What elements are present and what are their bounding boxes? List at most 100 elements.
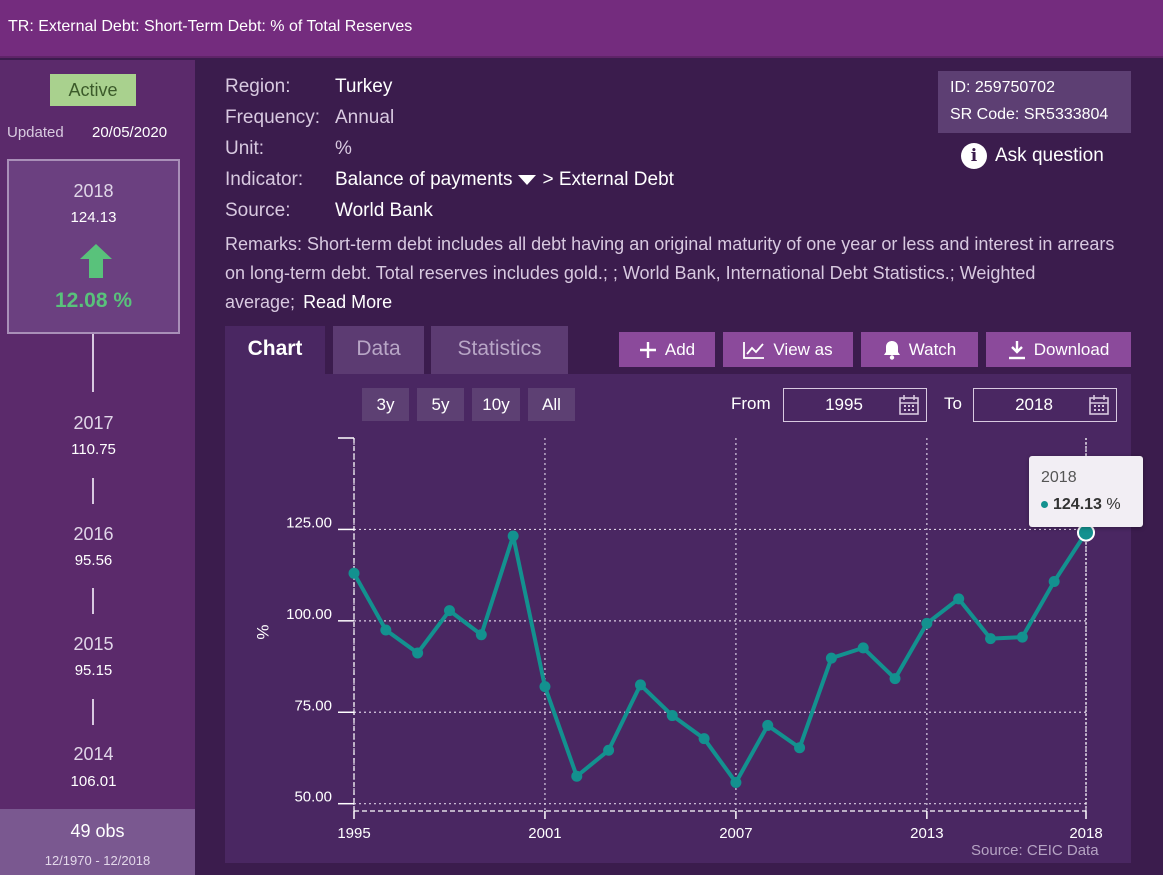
status-badge: Active [50,74,136,106]
source-note: Source: CEIC Data [971,842,1099,859]
indicator-primary[interactable]: Balance of payments [335,169,513,190]
from-label: From [731,394,771,413]
timeline-year[interactable]: 2017 [73,413,114,433]
y-tick-label: 75.00 [294,697,332,714]
download-button-label: Download [1033,339,1110,359]
data-point [953,593,965,605]
data-point [857,642,869,654]
region-value: Turkey [335,76,393,97]
y-tick-label: 100.00 [286,606,332,623]
timeline-year[interactable]: 2015 [73,634,114,654]
sr-code: SR Code: SR5333804 [950,106,1109,123]
unit-value: % [335,138,352,159]
x-tick-label: 2001 [528,825,561,842]
download-button[interactable]: Download [986,332,1131,367]
data-point [1048,576,1060,588]
data-point [380,624,392,636]
y-axis-label: % [253,624,272,639]
calendar-icon[interactable] [899,395,919,415]
watch-button-label: Watch [908,339,957,359]
data-point [825,652,837,664]
calendar-icon[interactable] [1089,395,1109,415]
observations-summary: 49 obs 12/1970 - 12/2018 [0,809,195,875]
tab-chart[interactable]: Chart [225,326,325,374]
add-button-label: Add [664,339,696,359]
x-tick-label: 2018 [1069,825,1102,842]
frequency-label: Frequency: [225,107,321,128]
to-date-value: 2018 [1015,395,1053,414]
from-date-input[interactable]: 1995 [783,388,927,422]
from-date-value: 1995 [825,395,863,414]
id-box: ID: 259750702 SR Code: SR5333804 [938,71,1131,133]
source-value: World Bank [335,200,433,221]
range-all-button[interactable]: All [528,388,575,421]
tab-data[interactable]: Data [333,326,424,374]
data-point [698,733,710,745]
to-label: To [944,394,962,413]
timeline-value: 95.15 [74,662,113,679]
timeline-year[interactable]: 2014 [73,744,114,764]
data-point [348,567,360,579]
latest-year: 2018 [73,181,114,201]
data-point [507,530,519,542]
tab-statistics[interactable]: Statistics [431,326,568,374]
to-date-input[interactable]: 2018 [973,388,1117,422]
data-point [634,679,646,691]
y-tick-label: 125.00 [286,514,332,531]
ask-question-button[interactable]: i Ask question [961,142,1104,170]
download-icon [1008,340,1025,359]
data-point [412,647,424,659]
caret-down-icon[interactable] [518,174,537,185]
data-point [443,605,455,617]
x-tick-label: 2007 [719,825,752,842]
updated-date: 20/05/2020 [92,124,168,141]
indicator-secondary[interactable]: > External Debt [542,169,674,190]
obs-range: 12/1970 - 12/2018 [44,853,151,868]
line-chart-icon [743,341,765,359]
range-5y-button[interactable]: 5y [417,388,464,421]
data-point [985,633,997,645]
series-id: ID: 259750702 [950,79,1055,96]
info-icon: i [961,143,987,169]
unit-label: Unit: [225,138,265,159]
x-tick-label: 1995 [337,825,370,842]
data-point-highlighted [1077,523,1095,542]
chart-tooltip: 2018 124.13 % [1029,456,1143,527]
tooltip-number: 124.13 [1053,496,1102,513]
timeline-year[interactable]: 2016 [73,524,114,544]
latest-value: 124.13 [70,209,117,226]
range-3y-button[interactable]: 3y [362,388,409,421]
line-chart[interactable]: 1995 2001 2007 2013 2018 50.00 75.00 100.00 125.… [225,374,1131,863]
series-title: TR: External Debt: Short-Term Debt: % of… [8,18,413,35]
source-label: Source: [225,200,291,221]
range-10y-button[interactable]: 10y [472,388,520,421]
watch-button[interactable]: Watch [861,332,978,367]
data-point [1016,631,1028,643]
timeline-value: 95.56 [74,552,113,569]
tooltip-year: 2018 [1041,469,1077,486]
latest-change: 12.08 % [54,289,133,312]
arrow-up-icon [80,244,112,278]
ask-question-label: Ask question [995,145,1104,166]
data-point [730,776,742,788]
remarks: Remarks: Short-term debt includes all de… [225,230,1130,317]
view-as-button-label: View as [773,339,833,359]
tooltip-value: 124.13 % [1041,496,1121,514]
region-label: Region: [225,76,291,97]
x-tick-label: 2013 [910,825,943,842]
view-as-button[interactable]: View as [723,332,853,367]
data-point [889,673,901,685]
add-button[interactable]: Add [619,332,715,367]
read-more-link[interactable]: Read More [303,292,393,312]
remarks-text: Remarks: Short-term debt includes all de… [225,234,1115,312]
timeline-value: 106.01 [70,773,117,790]
series-dot-icon [1041,501,1048,509]
timeline-connector [92,588,94,614]
chart-panel [225,374,1131,863]
timeline-connector [92,334,94,392]
y-tick-label: 50.00 [294,789,332,806]
latest-value-card[interactable]: 2018 124.13 12.08 % [7,159,180,334]
series-line [352,531,1088,785]
frequency-value: Annual [335,107,395,128]
sidebar: Active Updated 20/05/2020 2018 124.13 12… [0,60,195,875]
